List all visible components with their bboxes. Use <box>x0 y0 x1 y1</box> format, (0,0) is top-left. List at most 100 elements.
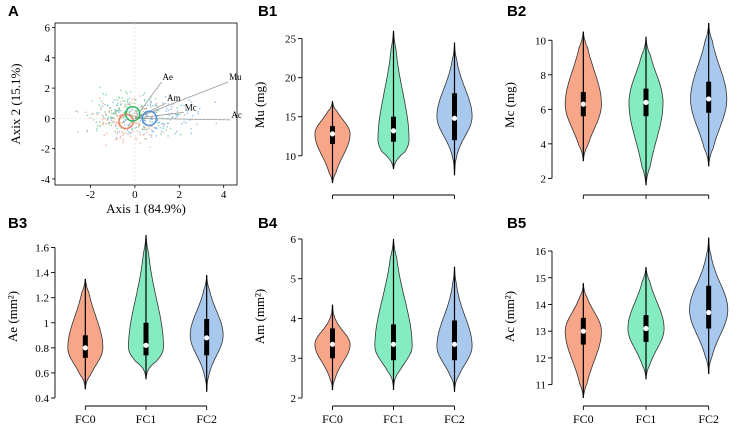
scatter-point <box>114 138 117 141</box>
scatter-point <box>156 115 159 118</box>
scatter-point <box>135 112 137 115</box>
y-tick-label: 6 <box>45 23 51 35</box>
violin-box-fc1 <box>143 322 149 356</box>
scatter-point <box>119 115 121 117</box>
scatter-point <box>150 129 153 131</box>
scatter-point <box>172 103 174 105</box>
x-tick-label: 0 <box>132 189 138 201</box>
scatter-point <box>113 121 116 123</box>
scatter-point <box>150 101 152 103</box>
scatter-point <box>115 104 118 107</box>
scatter-point <box>104 103 106 106</box>
category-label-fc1: FC1 <box>383 412 404 426</box>
scatter-point <box>128 112 130 114</box>
scatter-point <box>156 127 158 130</box>
scatter-point <box>106 104 109 107</box>
scatter-point <box>92 112 95 115</box>
scatter-point <box>129 90 132 93</box>
scatter-point <box>135 122 137 124</box>
scatter-point <box>102 123 104 125</box>
scatter-point <box>107 116 110 118</box>
scatter-point <box>155 111 157 114</box>
scatter-point <box>143 120 145 122</box>
scatter-point <box>119 135 122 138</box>
scatter-point <box>104 113 107 115</box>
scatter-point <box>169 97 171 100</box>
scatter-point <box>152 131 154 133</box>
scatter-point <box>119 101 122 103</box>
scatter-point <box>165 110 167 112</box>
scatter-point <box>108 111 111 113</box>
scatter-point <box>124 119 127 122</box>
y-tick-label: 3 <box>291 353 297 365</box>
scatter-point <box>86 129 88 132</box>
scatter-point <box>190 101 193 103</box>
scatter-point <box>91 100 93 102</box>
scatter-point <box>100 100 103 102</box>
scatter-point <box>112 112 115 115</box>
x-tick-label: -2 <box>86 189 95 201</box>
scatter-point <box>190 128 192 130</box>
scatter-point <box>123 111 125 114</box>
scatter-point <box>110 117 112 119</box>
scatter-point <box>170 127 172 130</box>
scatter-point <box>153 126 155 129</box>
scatter-point <box>126 92 128 95</box>
y-axis-title: Mc (mg) <box>502 82 517 128</box>
scatter-point <box>186 110 189 112</box>
y-tick-label: 2 <box>541 173 547 185</box>
y-tick-label: 1 <box>44 318 50 330</box>
scatter-point <box>120 127 122 129</box>
scatter-point <box>134 110 137 112</box>
scatter-point <box>159 127 162 129</box>
scatter-point <box>183 104 185 107</box>
scatter-point <box>126 100 128 103</box>
scatter-point <box>109 107 112 109</box>
scatter-point <box>119 113 122 116</box>
scatter-point <box>118 111 120 113</box>
scatter-point <box>176 114 179 116</box>
scatter-point <box>113 99 116 101</box>
scatter-point <box>215 122 218 125</box>
loading-vector-mu <box>134 81 229 119</box>
scatter-point <box>151 121 153 123</box>
scatter-point <box>110 109 113 112</box>
scatter-point <box>154 98 157 100</box>
scatter-point <box>143 98 146 101</box>
scatter-point <box>102 122 105 124</box>
violin-median-fc0 <box>329 131 336 137</box>
scatter-point <box>134 115 136 118</box>
panel-a: A Ae Mu Am Mc Ac -2 0 2 4 -4 -2 0 2 4 6 Axis 1 (84.9%) Ax… <box>8 3 242 216</box>
scatter-point <box>144 100 146 102</box>
violin-median-fc1 <box>390 341 397 347</box>
y-tick-label: 14 <box>535 299 547 311</box>
scatter-point <box>108 121 110 124</box>
y-axis-title: Axix 2 (15.1%) <box>8 63 23 144</box>
y-tick-label: 8 <box>541 70 547 82</box>
y-tick-label: 10 <box>535 35 547 47</box>
y-tick-label: 12 <box>535 353 546 365</box>
scatter-point <box>174 117 177 120</box>
scatter-point <box>116 133 119 135</box>
violin-median-fc0 <box>82 345 88 351</box>
scatter-point <box>186 112 189 115</box>
scatter-point <box>155 127 157 129</box>
scatter-point <box>144 92 146 94</box>
scatter-point <box>133 98 136 100</box>
scatter-point <box>146 131 148 134</box>
scatter-point <box>128 101 131 104</box>
scatter-point <box>99 125 101 127</box>
panel-b2: B2 2 4 6 8 10 Mc (mg) <box>502 3 728 199</box>
scatter-point <box>125 91 127 93</box>
scatter-point <box>127 98 129 101</box>
scatter-point <box>142 110 144 113</box>
x-tick-label: 4 <box>221 189 227 201</box>
scatter-point <box>144 120 147 122</box>
y-tick-label: 4 <box>45 53 51 65</box>
scatter-point <box>139 133 142 136</box>
category-label-fc0: FC0 <box>75 412 96 426</box>
scatter-point <box>114 125 117 127</box>
scatter-point <box>122 138 125 141</box>
scatter-point <box>100 107 102 109</box>
